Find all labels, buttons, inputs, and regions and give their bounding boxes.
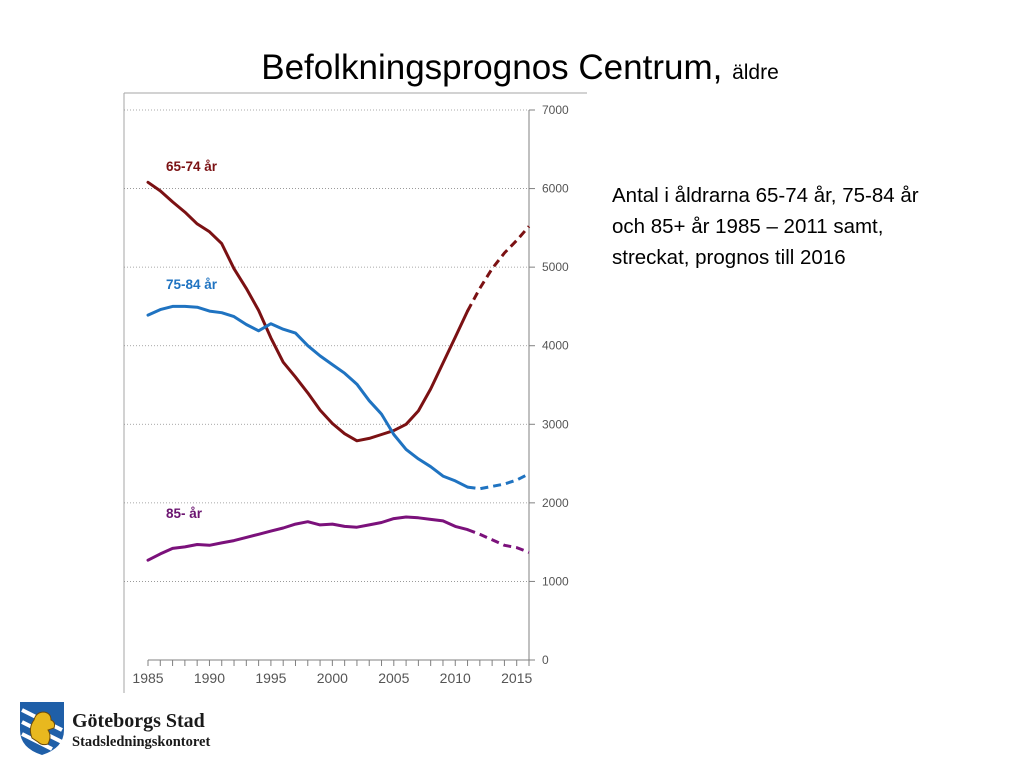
series-line-3 xyxy=(146,515,469,562)
slide-title-main: Befolkningsprognos Centrum, xyxy=(261,48,723,87)
series-line-2 xyxy=(146,304,469,489)
y-tick-label: 2000 xyxy=(542,496,569,510)
logo-department: Stadsledningskontoret xyxy=(72,734,211,750)
series-label: 65-74 år xyxy=(166,159,218,174)
y-tick-label: 7000 xyxy=(542,103,569,117)
slide-title: Befolkningsprognos Centrum, äldre xyxy=(0,48,1024,88)
y-tick-label: 6000 xyxy=(542,182,569,196)
y-tick-label: 0 xyxy=(542,653,549,667)
chart-caption: Antal i åldrarna 65-74 år, 75-84 år och … xyxy=(612,184,919,269)
slide-title-sub: äldre xyxy=(732,61,779,84)
x-tick-label: 1990 xyxy=(194,670,225,686)
goteborg-logo xyxy=(20,702,64,755)
x-tick-label: 2010 xyxy=(440,670,471,686)
x-tick-label: 2005 xyxy=(378,670,409,686)
series-forecast-3 xyxy=(466,528,530,554)
x-tick-label: 2015 xyxy=(501,670,532,686)
lion-shield-icon xyxy=(20,702,64,755)
logo-name: Göteborgs Stad xyxy=(72,710,205,732)
y-tick-label: 1000 xyxy=(542,574,569,588)
x-tick-label: 1995 xyxy=(255,670,286,686)
y-tick-label: 3000 xyxy=(542,417,569,431)
y-tick-label: 5000 xyxy=(542,260,569,274)
series-forecast-2 xyxy=(467,472,530,491)
series-forecast-1 xyxy=(466,225,531,312)
series-label: 85- år xyxy=(166,506,203,521)
y-tick-label: 4000 xyxy=(542,339,569,353)
x-tick-label: 1985 xyxy=(132,670,163,686)
series-label: 75-84 år xyxy=(166,277,218,292)
population-chart: 0 1000 2000 3000 4000 5000 6000 7000 1985 1990 199… xyxy=(123,92,587,693)
x-tick-label: 2000 xyxy=(317,670,348,686)
series-line-1 xyxy=(146,180,469,443)
